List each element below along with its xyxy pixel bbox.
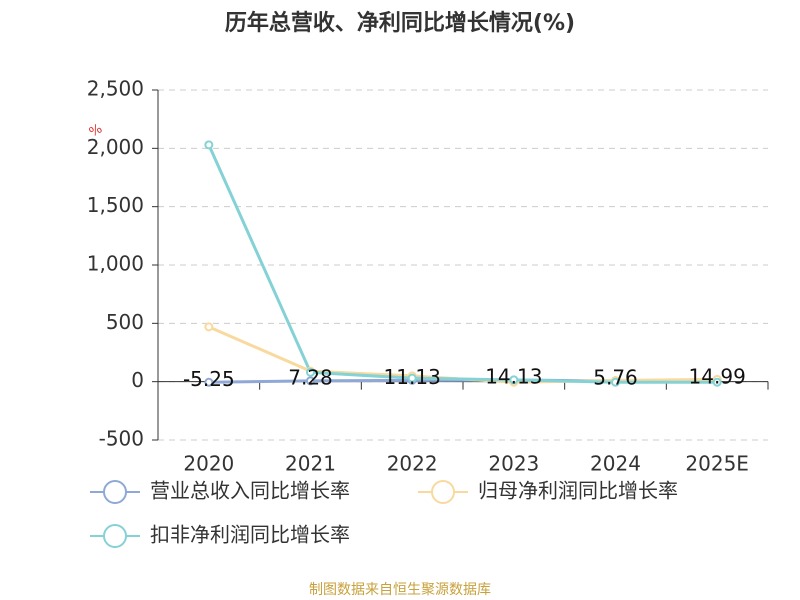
chart-title: 历年总营收、净利同比增长情况(%) bbox=[225, 10, 575, 36]
y-tick-label: 2,000 bbox=[87, 135, 144, 159]
y-tick-label: -500 bbox=[99, 427, 144, 451]
legend-label: 归母净利润同比增长率 bbox=[478, 479, 678, 503]
legend-label: 营业总收入同比增长率 bbox=[150, 479, 350, 503]
legend-label: 扣非净利润同比增长率 bbox=[150, 523, 350, 547]
data-label: 14.99 bbox=[689, 364, 746, 388]
series-line bbox=[207, 144, 718, 384]
legend-marker bbox=[103, 480, 127, 504]
data-label: 5.76 bbox=[593, 365, 638, 389]
x-tick-label: 2020 bbox=[183, 452, 234, 476]
data-point bbox=[204, 140, 214, 150]
data-label: 14.13 bbox=[485, 365, 542, 389]
data-point bbox=[204, 377, 214, 387]
data-point bbox=[712, 377, 722, 387]
x-tick-label: 2021 bbox=[285, 452, 336, 476]
data-point bbox=[306, 367, 315, 377]
data-point bbox=[509, 375, 519, 385]
x-tick-label: 2024 bbox=[590, 452, 641, 476]
data-label: 11.13 bbox=[384, 365, 441, 389]
x-tick-label: 2022 bbox=[387, 452, 438, 476]
legend-marker bbox=[431, 480, 455, 504]
data-point bbox=[407, 373, 417, 383]
data-label: 7.28 bbox=[288, 365, 333, 389]
source-note: 制图数据来自恒生聚源数据库 bbox=[309, 582, 491, 598]
y-tick-label: 1,000 bbox=[87, 252, 144, 276]
data-point bbox=[204, 322, 214, 332]
y-tick-label: 2,500 bbox=[87, 77, 144, 101]
data-point bbox=[611, 377, 620, 387]
x-tick-label: 2023 bbox=[488, 452, 539, 476]
y-tick-label: 500 bbox=[106, 310, 144, 334]
legend-marker bbox=[103, 524, 127, 548]
series-line bbox=[208, 325, 718, 384]
x-tick-label: 2025E bbox=[685, 452, 749, 476]
y-tick-label: 0 bbox=[131, 368, 144, 392]
data-point bbox=[306, 376, 315, 386]
data-label: -5.25 bbox=[183, 367, 235, 391]
y-tick-label: 1,500 bbox=[87, 193, 144, 217]
